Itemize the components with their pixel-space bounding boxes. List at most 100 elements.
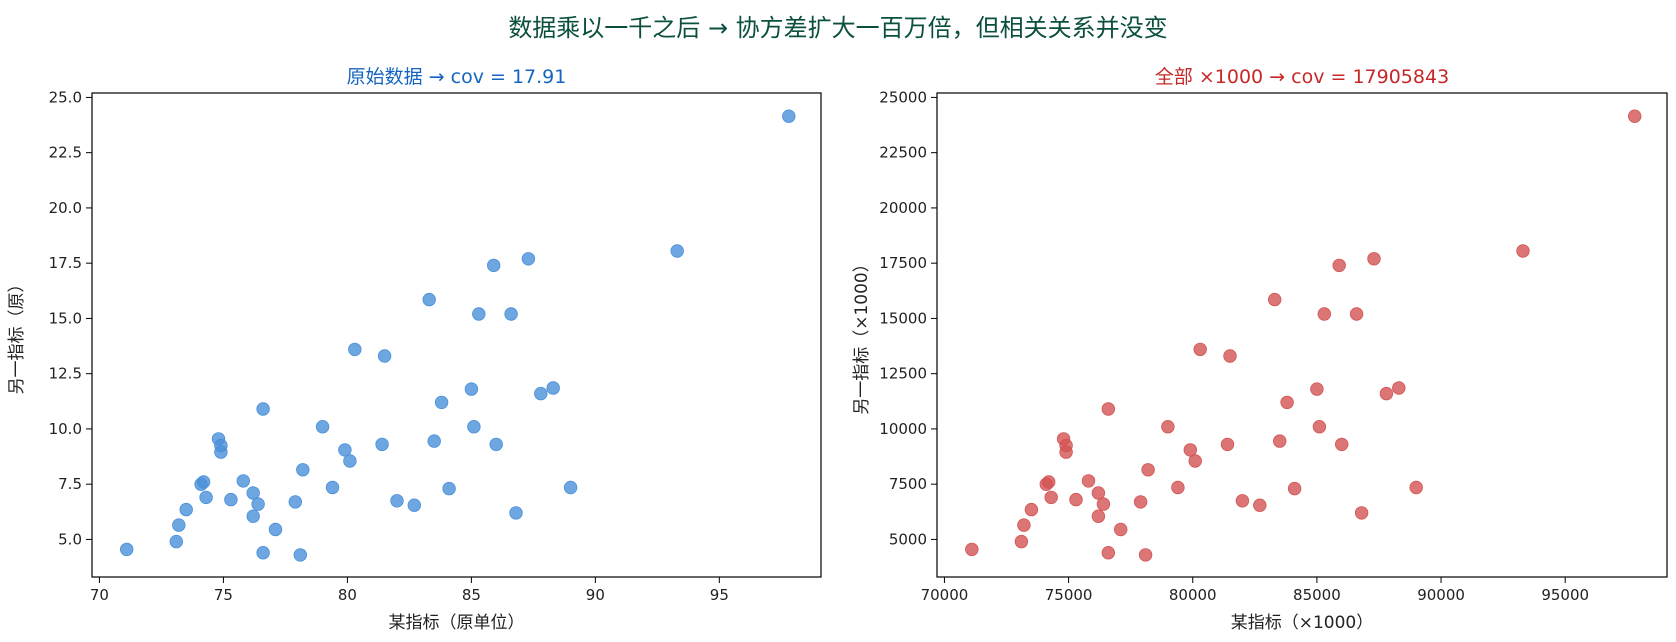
scatter-point <box>315 420 330 434</box>
scatter-point <box>1133 495 1148 509</box>
scatter-point <box>504 307 518 321</box>
scatter-point <box>1141 463 1155 477</box>
scatter-point <box>563 480 578 495</box>
scatter-point <box>1171 480 1185 495</box>
scatter-point <box>268 522 283 537</box>
y-tick-label: 5000 <box>889 530 927 548</box>
scatter-point <box>1183 443 1198 457</box>
scatter-point <box>534 386 548 401</box>
scatter-point <box>375 437 389 452</box>
scatter-point <box>1267 292 1282 307</box>
y-tick-label: 20000 <box>879 199 927 217</box>
scatter-point <box>1310 382 1324 396</box>
scatter-point <box>1101 402 1116 416</box>
scatter-point <box>119 542 134 557</box>
scatter-point <box>509 506 523 520</box>
scatter-point <box>1392 381 1406 395</box>
y-tick-label: 10.0 <box>49 420 82 438</box>
scatter-point <box>1091 509 1106 523</box>
chart-title: 全部 ×1000 → cov = 17905843 <box>1155 66 1449 88</box>
y-tick-label: 22500 <box>879 144 927 162</box>
scatter-point <box>1235 494 1250 508</box>
scatter-point <box>325 480 340 495</box>
y-tick-label: 12500 <box>879 365 927 383</box>
y-tick-label: 25000 <box>879 88 927 106</box>
scatter-point <box>1138 548 1153 562</box>
scatter-point <box>246 486 260 500</box>
scatter-point <box>434 395 449 410</box>
scatter-point <box>1188 454 1202 468</box>
y-tick-label: 17.5 <box>49 254 82 272</box>
x-tick-label: 95 <box>710 586 729 604</box>
y-tick-label: 7500 <box>889 475 927 493</box>
y-tick-label: 22.5 <box>49 144 82 162</box>
y-tick-label: 25.0 <box>49 88 82 106</box>
scatter-point <box>467 420 481 434</box>
scatter-point <box>224 492 238 507</box>
scatter-point <box>464 382 479 396</box>
scatter-point <box>1193 342 1207 357</box>
scatter-point <box>1409 480 1423 495</box>
scatter-point <box>1332 258 1346 273</box>
scatter-point <box>256 402 270 416</box>
scatter-point <box>1041 475 1056 489</box>
scatter-point <box>1280 395 1294 410</box>
scatter-point <box>1317 307 1332 321</box>
x-tick-label: 80000 <box>1169 586 1217 604</box>
scatter-point <box>1272 434 1287 448</box>
scatter-point <box>1223 349 1237 363</box>
y-tick-label: 12.5 <box>49 365 82 383</box>
scatter-point <box>390 494 404 508</box>
scatter-point <box>1334 437 1349 452</box>
scatter-point <box>246 509 260 523</box>
x-tick-label: 70 <box>90 586 109 604</box>
scatter-point <box>1113 522 1128 537</box>
y-tick-label: 15000 <box>879 309 927 327</box>
scatter-point <box>1044 490 1058 505</box>
scatter-point <box>1516 244 1530 258</box>
x-axis-label: 某指标（原单位） <box>389 613 525 633</box>
scatter-point <box>236 474 251 488</box>
y-tick-label: 7.5 <box>58 475 82 493</box>
scatter-point <box>546 381 560 395</box>
scatter-point <box>1017 518 1031 532</box>
scatter-point <box>1024 502 1039 517</box>
x-tick-label: 90000 <box>1417 586 1465 604</box>
x-tick-label: 85000 <box>1293 586 1341 604</box>
y-tick-label: 10000 <box>879 420 927 438</box>
scatter-point <box>1287 481 1302 496</box>
scatter-point <box>1059 445 1073 459</box>
chart-title: 原始数据 → cov = 17.91 <box>347 66 567 88</box>
scatter-point <box>256 546 270 560</box>
scatter-point <box>1379 386 1394 401</box>
scatter-point <box>1014 534 1029 549</box>
y-axis-label: 另一指标（原） <box>7 276 27 395</box>
scatter-point <box>169 534 184 549</box>
scatter-point <box>1161 420 1175 434</box>
scatter-point <box>472 307 486 321</box>
x-tick-label: 80 <box>338 586 357 604</box>
scatter-point <box>1312 420 1327 434</box>
scatter-point <box>296 463 310 477</box>
y-axis-label: 另一指标（×1000） <box>852 255 872 415</box>
scatter-point <box>1220 437 1235 452</box>
scatter-point <box>293 548 308 562</box>
scatter-point <box>487 258 501 273</box>
scatter-point <box>199 490 213 505</box>
y-tick-label: 15.0 <box>49 309 82 327</box>
figure-suptitle: 数据乘以一千之后 → 协方差扩大一百万倍，但相关关系并没变 <box>508 14 1168 42</box>
scatter-point <box>1091 486 1106 500</box>
scatter-point <box>172 518 186 532</box>
scatter-point <box>1101 546 1116 560</box>
scatter-point <box>1627 109 1642 123</box>
scatter-point <box>782 109 796 123</box>
scatter-point <box>348 342 362 357</box>
scatter-point <box>422 292 436 307</box>
scatter-point <box>214 445 228 459</box>
plot-frame <box>91 92 822 578</box>
scatter-point <box>427 434 441 448</box>
x-tick-label: 75 <box>214 586 233 604</box>
scatter-point <box>1081 474 1096 488</box>
scatter-point <box>1367 252 1381 266</box>
